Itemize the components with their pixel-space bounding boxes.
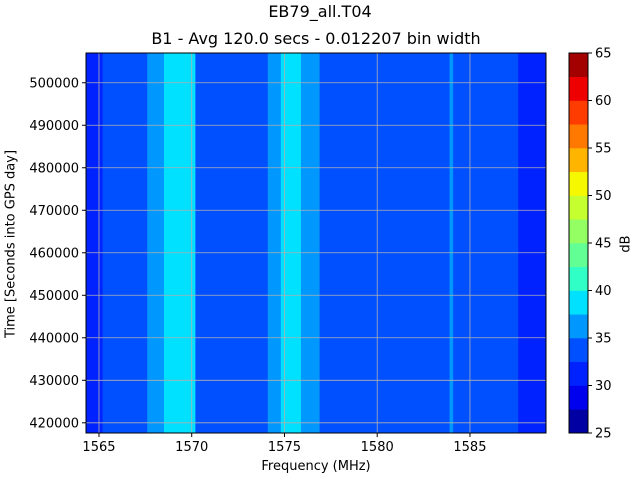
colorbar-tick-label-0: 25 xyxy=(595,427,612,442)
y-tick-label-3: 450000 xyxy=(29,289,79,304)
colorbar-tick-label-7: 60 xyxy=(595,94,612,109)
x-axis-label: Frequency (MHz) xyxy=(261,459,371,474)
colorbar-segment-9 xyxy=(569,195,588,220)
heatmap-plot-area xyxy=(86,53,546,433)
heatmap-band-2 xyxy=(147,53,164,433)
heatmap-band-3 xyxy=(163,53,196,433)
colorbar-segment-6 xyxy=(569,266,588,291)
axes: 1565 1570 1575 1580 1585 420000 430000 440000 45… xyxy=(29,52,547,455)
colorbar: 25 30 35 40 45 50 55 60 65 xyxy=(568,47,612,442)
y-tick-label-4: 460000 xyxy=(29,246,79,261)
heatmap-band-11 xyxy=(518,53,546,433)
heatmap-band-0 xyxy=(86,53,103,433)
colorbar-segment-1 xyxy=(569,385,588,410)
y-tick-label-0: 420000 xyxy=(29,416,79,431)
colorbar-segment-4 xyxy=(569,314,588,339)
colorbar-tick-label-4: 45 xyxy=(595,237,612,252)
colorbar-segment-13 xyxy=(569,100,588,125)
colorbar-segment-2 xyxy=(569,361,588,386)
colorbar-segment-11 xyxy=(569,148,588,173)
colorbar-tick-label-6: 55 xyxy=(595,142,612,157)
colorbar-segment-0 xyxy=(569,409,588,434)
heatmap-band-9 xyxy=(449,53,454,433)
colorbar-tick-label-1: 30 xyxy=(595,379,612,394)
y-tick-label-6: 480000 xyxy=(29,161,79,176)
x-tick-label-2: 1575 xyxy=(268,440,301,455)
colorbar-label: dB xyxy=(618,235,634,253)
grid-lines xyxy=(86,53,546,433)
colorbar-segment-3 xyxy=(569,338,588,363)
heatmap-band-5 xyxy=(267,53,281,433)
chart-title: EB79_all.T04 xyxy=(268,2,372,21)
colorbar-segment-14 xyxy=(569,76,588,101)
colorbar-segment-10 xyxy=(569,171,588,196)
colorbar-tick-label-5: 50 xyxy=(595,189,612,204)
y-tick-label-8: 500000 xyxy=(29,76,79,91)
x-tick-label-3: 1580 xyxy=(361,440,394,455)
heatmap-band-4 xyxy=(195,53,268,433)
heatmap-band-6 xyxy=(280,53,302,433)
heatmap-band-7 xyxy=(301,53,320,433)
chart-subtitle: B1 - Avg 120.0 secs - 0.012207 bin width xyxy=(151,29,481,48)
x-tick-label-0: 1565 xyxy=(82,440,115,455)
colorbar-tick-label-2: 35 xyxy=(595,332,612,347)
heatmap-band-10 xyxy=(453,53,519,433)
y-tick-label-7: 490000 xyxy=(29,119,79,134)
colorbar-segment-12 xyxy=(569,124,588,149)
x-tick-label-4: 1585 xyxy=(453,440,486,455)
colorbar-tick-label-3: 40 xyxy=(595,284,612,299)
colorbar-segment-8 xyxy=(569,219,588,244)
y-tick-label-5: 470000 xyxy=(29,204,79,219)
colorbar-segment-7 xyxy=(569,243,588,268)
y-axis-label: Time [Seconds into GPS day] xyxy=(3,149,19,339)
colorbar-segment-15 xyxy=(569,53,588,78)
colorbar-segment-5 xyxy=(569,290,588,315)
heatmap-band-8 xyxy=(319,53,450,433)
x-tick-label-1: 1570 xyxy=(175,440,208,455)
colorbar-tick-label-8: 65 xyxy=(595,47,612,62)
y-tick-label-1: 430000 xyxy=(29,374,79,389)
heatmap-band-1 xyxy=(102,53,148,433)
plot-frame xyxy=(85,52,547,434)
y-tick-label-2: 440000 xyxy=(29,331,79,346)
